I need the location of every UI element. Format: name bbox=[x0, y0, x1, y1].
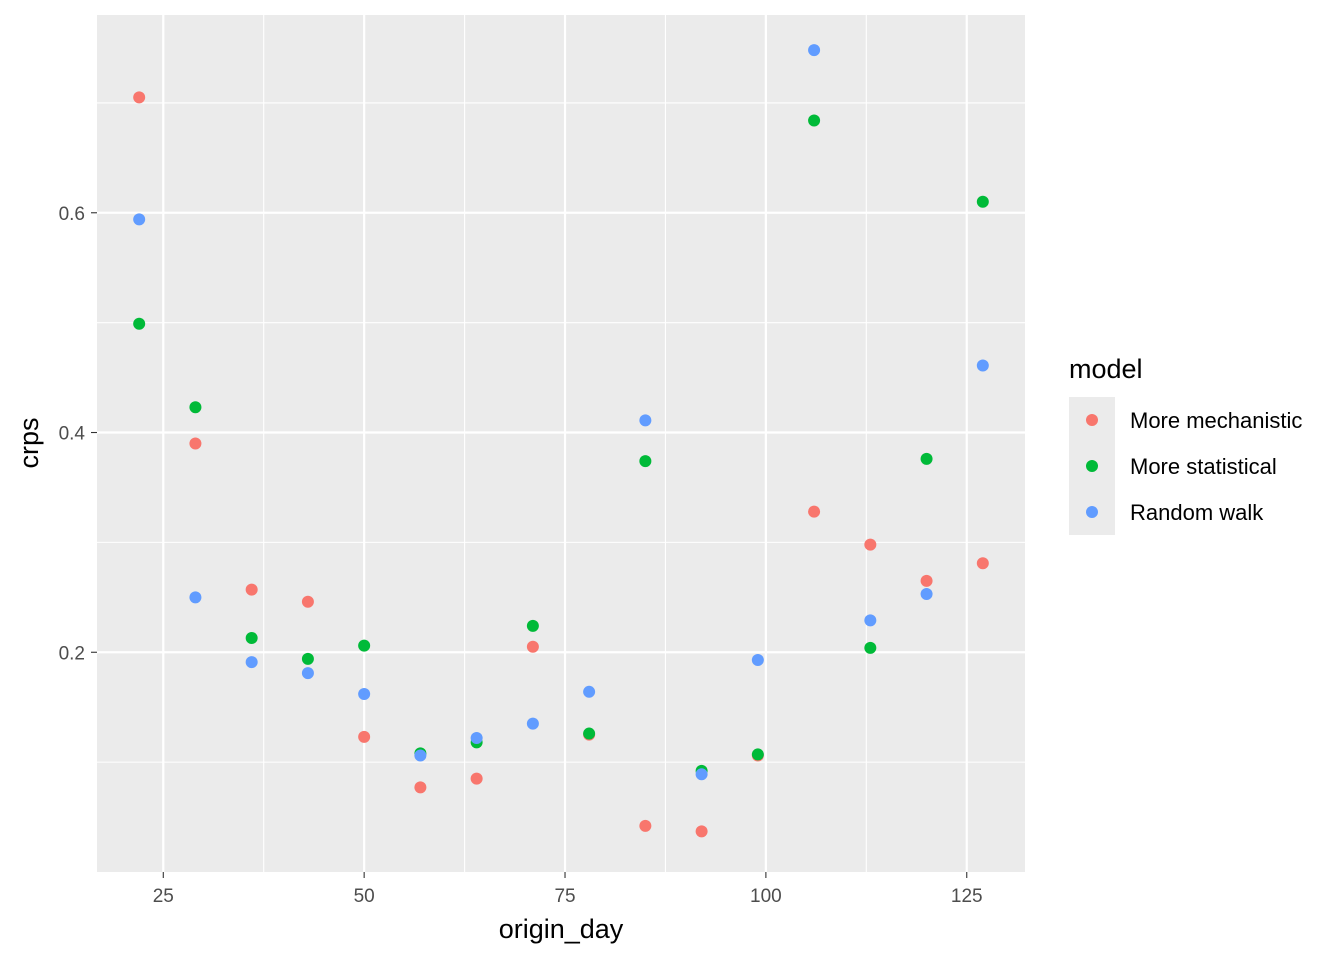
legend-label-more-statistical: More statistical bbox=[1130, 454, 1277, 479]
x-tick-label: 75 bbox=[554, 886, 575, 907]
point-more-statistical bbox=[920, 452, 933, 465]
point-more-mechanistic bbox=[976, 557, 989, 570]
point-more-mechanistic bbox=[301, 595, 314, 608]
x-tick-label: 100 bbox=[750, 886, 782, 907]
y-axis-ticks: 0.2 0.4 0.6 bbox=[59, 204, 97, 664]
y-tick-label: 0.2 bbox=[59, 643, 85, 664]
point-more-statistical bbox=[189, 401, 202, 414]
point-more-mechanistic bbox=[414, 781, 427, 794]
legend-label-random-walk: Random walk bbox=[1130, 500, 1264, 525]
point-random-walk bbox=[414, 749, 427, 762]
point-random-walk bbox=[920, 588, 933, 601]
point-random-walk bbox=[808, 44, 821, 57]
point-random-walk bbox=[864, 614, 877, 627]
point-random-walk bbox=[583, 685, 596, 698]
point-random-walk bbox=[301, 667, 314, 680]
point-more-statistical bbox=[751, 748, 764, 761]
x-axis-title: origin_day bbox=[499, 914, 624, 944]
point-random-walk bbox=[526, 717, 539, 730]
point-more-mechanistic bbox=[470, 772, 483, 785]
point-more-mechanistic bbox=[358, 730, 371, 743]
plot-panel bbox=[97, 15, 1025, 872]
point-random-walk bbox=[189, 591, 202, 604]
point-random-walk bbox=[245, 656, 258, 669]
point-more-statistical bbox=[976, 195, 989, 208]
point-random-walk bbox=[976, 359, 989, 372]
x-tick-label: 125 bbox=[951, 886, 983, 907]
point-more-statistical bbox=[358, 639, 371, 652]
point-more-mechanistic bbox=[639, 819, 652, 832]
point-random-walk bbox=[133, 213, 146, 226]
point-more-statistical bbox=[133, 317, 146, 330]
point-more-statistical bbox=[639, 455, 652, 468]
point-more-statistical bbox=[808, 114, 821, 127]
point-more-mechanistic bbox=[245, 583, 258, 596]
legend-items: More mechanistic More statistical Random w… bbox=[1086, 408, 1302, 525]
legend: model More mechanistic More statistical Ra… bbox=[1069, 354, 1302, 535]
point-more-mechanistic bbox=[864, 538, 877, 551]
legend-key-more-mechanistic bbox=[1086, 414, 1098, 426]
point-more-statistical bbox=[526, 619, 539, 632]
point-more-statistical bbox=[245, 631, 258, 644]
point-random-walk bbox=[470, 731, 483, 744]
x-tick-label: 25 bbox=[153, 886, 174, 907]
x-axis-ticks: 25 50 75 100 125 bbox=[153, 872, 983, 907]
point-more-mechanistic bbox=[133, 91, 146, 104]
y-tick-label: 0.4 bbox=[59, 424, 86, 445]
legend-label-more-mechanistic: More mechanistic bbox=[1130, 408, 1302, 433]
y-tick-label: 0.6 bbox=[59, 204, 85, 225]
point-more-statistical bbox=[864, 641, 877, 654]
point-random-walk bbox=[751, 653, 764, 666]
minor-gridlines bbox=[97, 15, 1025, 872]
point-more-mechanistic bbox=[808, 505, 821, 518]
point-more-mechanistic bbox=[189, 437, 202, 450]
point-more-statistical bbox=[583, 727, 596, 740]
data-points bbox=[133, 44, 989, 838]
point-more-mechanistic bbox=[920, 574, 933, 587]
y-axis-title: crps bbox=[14, 417, 44, 468]
point-random-walk bbox=[639, 414, 652, 427]
point-random-walk bbox=[695, 768, 708, 781]
point-more-mechanistic bbox=[526, 640, 539, 653]
legend-key-more-statistical bbox=[1086, 460, 1098, 472]
x-tick-label: 50 bbox=[354, 886, 375, 907]
point-more-mechanistic bbox=[695, 825, 708, 838]
legend-key-random-walk bbox=[1086, 506, 1098, 518]
point-random-walk bbox=[358, 688, 371, 701]
legend-title: model bbox=[1069, 354, 1143, 384]
point-more-statistical bbox=[301, 652, 314, 665]
